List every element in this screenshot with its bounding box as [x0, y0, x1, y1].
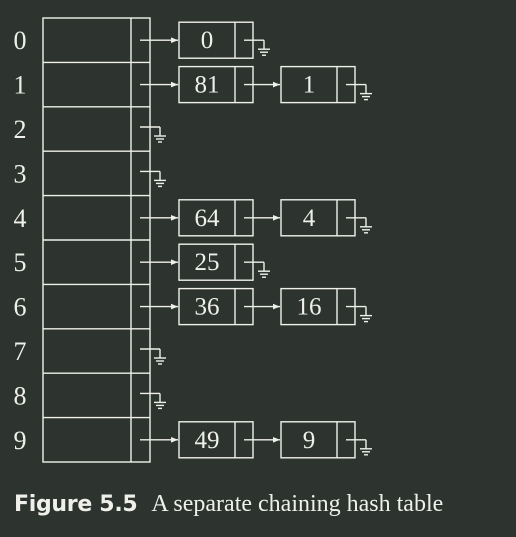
node-value: 1	[303, 72, 316, 99]
bucket-index-label: 9	[14, 426, 27, 455]
list-node: 16	[280, 287, 356, 326]
node-box	[280, 65, 356, 104]
bucket-index-label: 5	[14, 248, 27, 277]
node-box	[280, 421, 356, 459]
node-value: 4	[303, 205, 316, 232]
null-pointer-icon	[346, 217, 372, 234]
node-value: 0	[201, 27, 214, 54]
node-value: 16	[297, 294, 322, 321]
bucket-index-label: 3	[14, 159, 27, 188]
caption-text: A separate chaining hash table	[151, 491, 444, 517]
null-pointer-icon	[244, 39, 270, 56]
list-node: 36	[178, 287, 254, 326]
null-pointer-icon	[346, 439, 372, 456]
bucket-index-label: 0	[14, 26, 27, 55]
list-node: 81	[178, 65, 254, 104]
list-node: 1	[280, 65, 356, 104]
figure-caption: Figure 5.5 A separate chaining hash table	[14, 486, 510, 526]
node-value: 81	[195, 72, 220, 99]
bucket-index-label: 6	[14, 293, 27, 322]
list-node: 4	[280, 199, 356, 237]
node-box	[280, 199, 356, 237]
null-pointer-icon	[140, 126, 166, 143]
bucket-index-label: 1	[14, 71, 27, 100]
node-box	[178, 21, 254, 59]
caption-label: Figure 5.5	[14, 492, 138, 517]
node-value: 25	[195, 249, 220, 276]
null-pointer-icon	[244, 261, 270, 278]
list-node: 25	[178, 243, 254, 281]
node-value: 36	[195, 294, 220, 321]
bucket-index-label: 8	[14, 381, 27, 410]
bucket-index-label: 4	[14, 204, 27, 233]
node-value: 9	[303, 427, 316, 454]
bucket-index-label: 7	[14, 337, 27, 366]
null-pointer-icon	[140, 348, 166, 365]
null-pointer-icon	[140, 170, 166, 188]
node-value: 49	[195, 427, 220, 454]
bucket-index-label: 2	[14, 115, 27, 144]
null-pointer-icon	[140, 392, 166, 410]
null-pointer-icon	[346, 83, 372, 101]
list-node: 64	[178, 199, 254, 237]
list-node: 49	[178, 421, 254, 459]
list-node: 0	[178, 21, 254, 59]
null-pointer-icon	[346, 305, 372, 323]
node-value: 64	[195, 205, 221, 232]
list-node: 9	[280, 421, 356, 459]
